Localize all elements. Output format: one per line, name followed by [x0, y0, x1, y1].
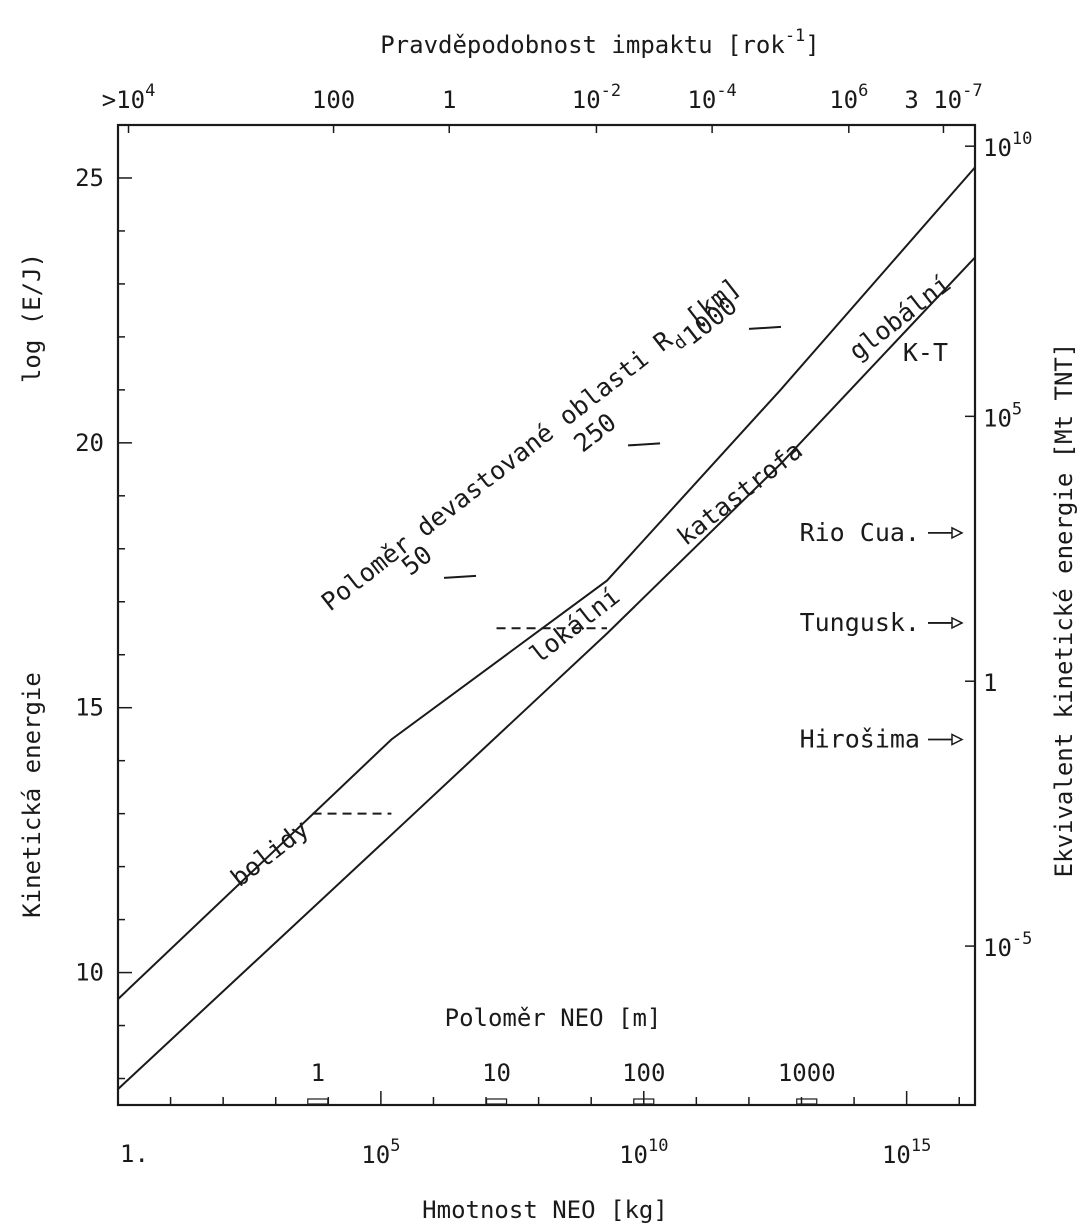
x-tick-label: 105: [361, 1136, 400, 1169]
event-label: Tungusk.: [800, 608, 920, 637]
top-tick-label: 10-4: [687, 81, 736, 114]
radius-tick-label: 10: [482, 1059, 511, 1087]
event-arrow-head: [951, 526, 964, 540]
radius-tick-mark: [307, 1098, 329, 1105]
y-axis-label: log (E/J): [18, 253, 46, 383]
lower-energy-line: [117, 256, 976, 1090]
radius-tick-label: 100: [622, 1059, 665, 1087]
event-label: Hirošima: [800, 724, 920, 753]
y-axis-label-energy: Kinetická energie: [18, 672, 46, 918]
top-tick-label: >104: [102, 81, 156, 114]
right-tick-label: 10-5: [983, 929, 1032, 962]
radius-tick-label: 1: [311, 1059, 325, 1087]
y-tick-label: 15: [75, 694, 104, 722]
radius-tick-mark: [633, 1098, 655, 1105]
devastation-radius-marker: [627, 442, 661, 447]
top-tick-label: 106: [829, 81, 868, 114]
radius-tick-mark: [796, 1098, 818, 1105]
x-tick-label: 1015: [882, 1136, 931, 1169]
devastation-radius-marker: [443, 574, 477, 579]
inner-axis-label: Poloměr NEO [m]: [445, 1004, 662, 1032]
top-axis-label: Pravděpodobnost impaktu [rok-1]: [380, 26, 820, 59]
y-tick-label: 20: [75, 429, 104, 457]
series-lines: [117, 166, 976, 1090]
upper-energy-line: [117, 166, 976, 1000]
event-arrow-head: [951, 616, 964, 630]
right-tick-label: 1: [983, 669, 997, 697]
top-tick-label: 3 10-7: [904, 81, 982, 114]
devastation-radius-marker: [748, 325, 782, 330]
right-axis-label: Ekvivalent kinetické energie [Mt TNT]: [1050, 343, 1078, 878]
top-tick-label: 10-2: [572, 81, 621, 114]
right-tick-label: 1010: [983, 129, 1032, 162]
x-tick-label: 1.: [120, 1140, 149, 1168]
x-axis-label: Hmotnost NEO [kg]: [422, 1196, 668, 1224]
axes: [116, 123, 977, 1107]
y-tick-label: 10: [75, 959, 104, 987]
right-tick-label: 105: [983, 399, 1022, 432]
plot-frame: [116, 123, 977, 1107]
event-label: Rio Cua.: [800, 518, 920, 547]
event-label: K-T: [903, 338, 948, 367]
top-tick-label: 1: [442, 86, 456, 114]
region-label-bolidy: bolidy: [225, 814, 314, 892]
x-tick-label: 1010: [619, 1136, 668, 1169]
y-tick-label: 25: [75, 164, 104, 192]
top-tick-label: 100: [312, 86, 355, 114]
radius-tick-label: 1000: [778, 1059, 836, 1087]
region-label-lokalni: lokální: [524, 581, 625, 669]
event-arrow-head: [951, 733, 964, 746]
radius-tick-mark: [485, 1098, 508, 1105]
region-label-katastrofa: katastrofa: [672, 436, 808, 552]
